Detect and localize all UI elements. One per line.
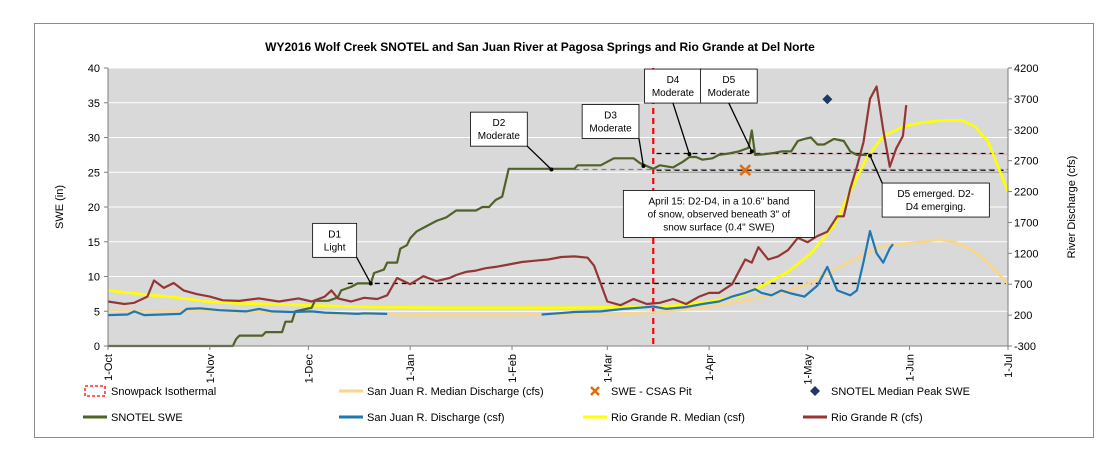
- y2-tick-label: 2200: [1014, 187, 1038, 199]
- callout-text: D4 emerging.: [906, 202, 966, 213]
- callout-text: D1: [328, 229, 341, 240]
- callout-text: Moderate: [652, 88, 695, 99]
- csas-pit-marker: [739, 164, 752, 177]
- legend-label: San Juan R. Discharge (csf): [367, 412, 505, 424]
- callout-text: Moderate: [478, 131, 521, 142]
- callout-leader: [356, 257, 372, 284]
- callout-box: [700, 68, 758, 104]
- legend-swatch: [810, 386, 820, 396]
- y2-tick-label: 3200: [1014, 125, 1038, 137]
- y2-tick-label: 2700: [1014, 156, 1038, 168]
- median-peak-marker: [822, 94, 833, 105]
- legend-label: Rio Grande R. Median (csf): [611, 412, 745, 424]
- y-tick-label: 10: [88, 272, 100, 284]
- callout-text: Moderate: [708, 88, 751, 99]
- legend-label: SNOTEL SWE: [111, 412, 183, 424]
- x-tick-label: 1-Jul: [1003, 354, 1015, 378]
- chart-title: WY2016 Wolf Creek SNOTEL and San Juan Ri…: [265, 40, 815, 54]
- series-lines: [107, 85, 1010, 348]
- callout-text: D5: [722, 75, 735, 86]
- y-tick-label: 25: [88, 167, 100, 179]
- y-tick-label: 35: [88, 98, 100, 110]
- y2-tick-label: -300: [1014, 341, 1036, 353]
- y2-tick-label: 4200: [1014, 63, 1038, 75]
- x-tick-label: 1-Feb: [507, 354, 519, 383]
- legend-label: Rio Grande R (cfs): [831, 412, 923, 424]
- legend-swatch: [590, 386, 600, 396]
- y2-tick-label: 700: [1014, 279, 1032, 291]
- swe-discharge-chart: WY2016 Wolf Creek SNOTEL and San Juan Ri…: [54, 40, 1078, 424]
- callout-text: D5 emerged. D2-: [897, 189, 974, 200]
- y-axis-label: SWE (in): [54, 185, 66, 229]
- callout-text: snow surface (0.4" SWE): [663, 222, 774, 233]
- callout-leader: [638, 138, 645, 167]
- callout-leader: [869, 155, 883, 184]
- y-tick-label: 20: [88, 202, 100, 214]
- callout-box: [312, 222, 358, 258]
- y2-tick-label: 3700: [1014, 94, 1038, 106]
- legend: Snowpack Isothermal San Juan R. Median Di…: [83, 385, 970, 424]
- series-line: [108, 129, 867, 348]
- y2-tick-label: 1200: [1014, 248, 1038, 260]
- callout-leader: [526, 145, 552, 170]
- callout-box: [881, 182, 990, 218]
- callout-arrowhead: [868, 153, 873, 158]
- callout-arrowhead: [641, 163, 646, 168]
- callout-text: D3: [604, 111, 617, 122]
- x-tick-label: 1-Mar: [602, 354, 614, 383]
- y-tick-label: 15: [88, 237, 100, 249]
- axes: 0 5 10 15 20 25 30 35 40 -300 200 700 1200 1700 2200 27…: [88, 63, 1039, 385]
- callout-text: D2: [492, 118, 505, 129]
- callout-leader: [672, 102, 691, 155]
- x-tick-label: 1-Jan: [405, 354, 417, 382]
- callout-text: D4: [667, 75, 680, 86]
- series-line: [107, 119, 1010, 310]
- series-line: [107, 238, 1009, 317]
- x-tick-label: 1-Apr: [704, 354, 716, 381]
- callout-box: [470, 111, 528, 147]
- y2-tick-label: 1700: [1014, 217, 1038, 229]
- series-line: [107, 85, 908, 307]
- callout-text: Moderate: [589, 124, 632, 135]
- legend-label: San Juan R. Median Discharge (cfs): [367, 386, 544, 398]
- callout-text: Light: [324, 242, 346, 253]
- series-line: [107, 307, 388, 317]
- callout-text: April 15: D2-D4, in a 10.6" band: [649, 196, 790, 207]
- y-tick-label: 0: [94, 341, 100, 353]
- callout-arrowhead: [368, 281, 373, 286]
- y2-tick-label: 200: [1014, 310, 1032, 322]
- legend-label: SNOTEL Median Peak SWE: [831, 386, 970, 398]
- callout-arrowhead: [687, 152, 692, 157]
- x-tick-label: 1-May: [803, 354, 815, 385]
- callout-text: of snow, observed beneath 3" of: [648, 209, 791, 220]
- x-tick-label: 1-Dec: [303, 354, 315, 384]
- legend-swatch: [84, 385, 106, 397]
- callout-box: [581, 104, 640, 139]
- annotations: D1 Light D2 Moderate D3 Moderate D4 Moderate D5 M…: [312, 68, 990, 286]
- x-tick-label: 1-Jun: [904, 354, 916, 382]
- series-line: [541, 230, 894, 316]
- y-tick-label: 30: [88, 133, 100, 145]
- legend-label: Snowpack Isothermal: [111, 386, 216, 398]
- legend-label: SWE - CSAS Pit: [611, 386, 692, 398]
- y-tick-label: 40: [88, 63, 100, 75]
- x-tick-label: 1-Nov: [205, 354, 217, 384]
- y-tick-label: 5: [94, 306, 100, 318]
- x-tick-label: 1-Oct: [103, 354, 115, 381]
- callout-leader: [728, 102, 753, 152]
- callout-arrowhead: [549, 167, 554, 172]
- callout-box: [644, 68, 702, 104]
- chart-frame: WY2016 Wolf Creek SNOTEL and San Juan Ri…: [34, 23, 1094, 438]
- callout-box: [622, 190, 815, 238]
- callout-arrowhead: [749, 149, 754, 154]
- y2-axis-label: River Discharge (cfs): [1066, 156, 1078, 259]
